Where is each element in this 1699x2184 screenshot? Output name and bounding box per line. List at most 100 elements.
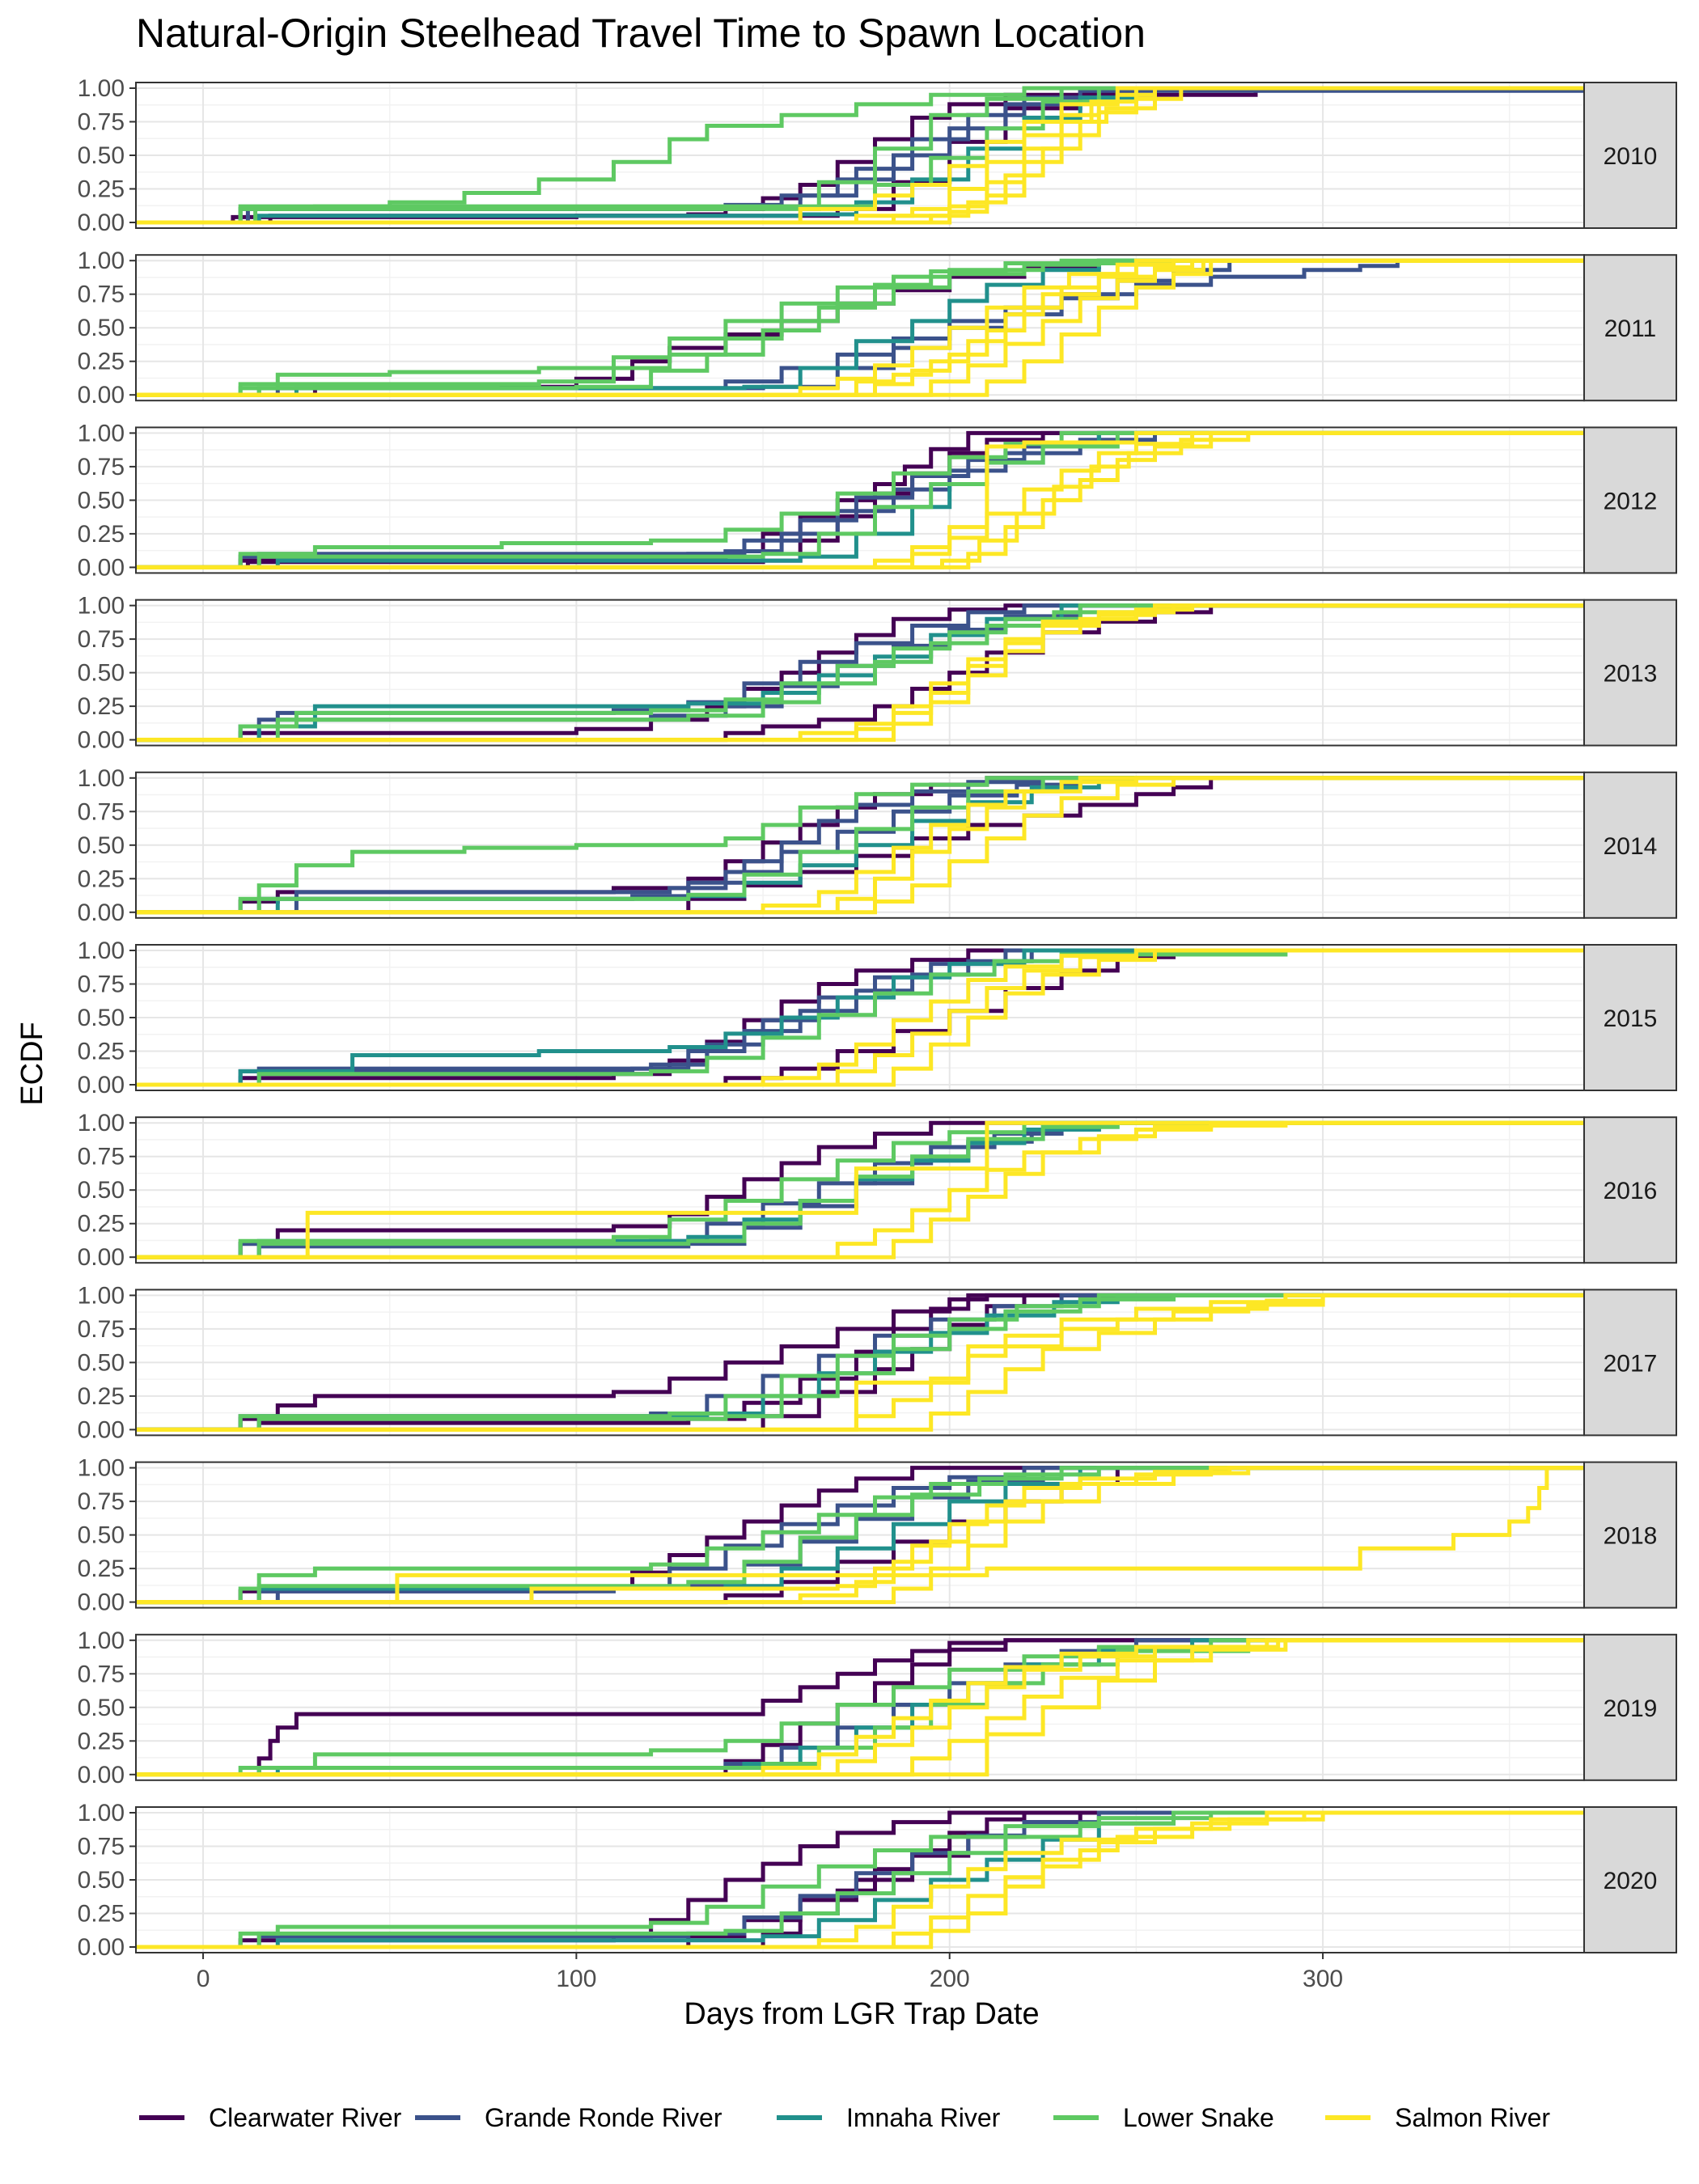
- ecdf-line-clearwater-river: [136, 1638, 1584, 1777]
- legend-label: Clearwater River: [209, 2103, 402, 2132]
- y-tick-label: 0.00: [78, 554, 125, 581]
- x-tick-label: 0: [197, 1966, 210, 1992]
- ecdf-line-salmon-river: [136, 258, 1584, 397]
- legend-item-salmon-river: Salmon River: [1325, 2103, 1550, 2132]
- y-tick-label: 0.50: [78, 1522, 125, 1549]
- y-tick-label: 0.50: [78, 142, 125, 169]
- y-tick-label: 0.00: [78, 1934, 125, 1961]
- y-tick-label: 0.00: [78, 1244, 125, 1271]
- legend-item-grande-ronde-river: Grande Ronde River: [415, 2103, 722, 2132]
- ecdf-line-lower-snake: [136, 1810, 1584, 1949]
- y-tick-label: 0.25: [78, 693, 125, 720]
- ecdf-lines: [136, 1638, 1584, 1777]
- ecdf-line-salmon-river: [136, 1638, 1584, 1777]
- ecdf-line-lower-snake: [136, 258, 1584, 397]
- facet-strip: [1583, 254, 1677, 402]
- ecdf-line-lower-snake: [136, 258, 1584, 397]
- y-tick-label: 0.25: [78, 176, 125, 203]
- ecdf-lines: [136, 86, 1584, 225]
- ecdf-lines: [136, 776, 1584, 915]
- y-tick-label: 0.50: [78, 832, 125, 859]
- y-tick-label: 0.00: [78, 210, 125, 236]
- facet-panels: 0.00 0.25 0.50 0.75 1.00 2010 0.00 0.25 0.50 0.75…: [78, 75, 1677, 1961]
- y-tick-label: 0.00: [78, 1072, 125, 1098]
- ecdf-lines: [136, 948, 1584, 1087]
- y-tick-label: 0.75: [78, 1661, 125, 1687]
- facet-strip-label: 2016: [1604, 1178, 1658, 1204]
- facet-strip: [1583, 1633, 1677, 1781]
- legend: Clearwater River Grande Ronde River Imnaha…: [139, 2103, 1550, 2132]
- facet-panel-2011: 0.00 0.25 0.50 0.75 1.00 2011: [78, 248, 1677, 408]
- x-tick-label: 200: [930, 1966, 970, 1992]
- ecdf-line-salmon-river: [136, 1293, 1584, 1432]
- y-tick-label: 0.00: [78, 727, 125, 754]
- legend-label: Imnaha River: [846, 2103, 1001, 2132]
- facet-strip: [1583, 1461, 1677, 1609]
- ecdf-line-salmon-river: [136, 948, 1584, 1087]
- y-tick-label: 0.50: [78, 487, 125, 514]
- y-axis-title: ECDF: [15, 1022, 49, 1105]
- y-tick-label: 0.50: [78, 1867, 125, 1894]
- ecdf-line-lower-snake: [136, 776, 1584, 915]
- ecdf-line-salmon-river: [136, 86, 1584, 225]
- facet-panel-2020: 0.00 0.25 0.50 0.75 1.00 2020: [78, 1800, 1677, 1961]
- y-tick-label: 0.50: [78, 315, 125, 341]
- facet-panel-2018: 0.00 0.25 0.50 0.75 1.00 2018: [78, 1455, 1677, 1616]
- y-tick-label: 0.00: [78, 1416, 125, 1443]
- legend-item-clearwater-river: Clearwater River: [139, 2103, 402, 2132]
- ecdf-lines: [136, 430, 1584, 569]
- ecdf-line-salmon-river: [136, 1293, 1584, 1432]
- ecdf-line-salmon-river: [136, 86, 1584, 225]
- ecdf-line-grande-ronde-river: [136, 948, 1584, 1087]
- ecdf-line-salmon-river: [136, 258, 1584, 397]
- ecdf-line-salmon-river: [136, 1120, 1584, 1259]
- ecdf-line-salmon-river: [136, 1120, 1584, 1259]
- y-tick-label: 1.00: [78, 1455, 125, 1482]
- ecdf-line-salmon-river: [136, 1810, 1584, 1949]
- ecdf-line-lower-snake: [136, 1120, 1584, 1259]
- y-tick-label: 0.75: [78, 798, 125, 825]
- ecdf-line-salmon-river: [136, 430, 1584, 569]
- y-tick-label: 0.25: [78, 1555, 125, 1582]
- legend-label: Lower Snake: [1123, 2103, 1274, 2132]
- ecdf-line-salmon-river: [136, 603, 1584, 743]
- y-tick-label: 0.00: [78, 899, 125, 926]
- facet-strip: [1583, 771, 1677, 919]
- facet-panel-2017: 0.00 0.25 0.50 0.75 1.00 2017: [78, 1282, 1677, 1443]
- legend-item-imnaha-river: Imnaha River: [777, 2103, 1001, 2132]
- y-tick-label: 1.00: [78, 420, 125, 447]
- ecdf-line-clearwater-river: [136, 1810, 1584, 1949]
- facet-strip-label: 2015: [1604, 1005, 1658, 1032]
- y-tick-label: 0.75: [78, 1488, 125, 1515]
- y-tick-label: 1.00: [78, 1282, 125, 1309]
- ecdf-line-lower-snake: [136, 603, 1584, 743]
- x-tick-label: 300: [1303, 1966, 1343, 1992]
- ecdf-line-lower-snake: [136, 1293, 1584, 1432]
- ecdf-lines: [136, 1120, 1584, 1259]
- facet-strip-label: 2012: [1604, 488, 1658, 514]
- y-tick-label: 0.50: [78, 1695, 125, 1721]
- y-tick-label: 0.00: [78, 1589, 125, 1616]
- facet-strip: [1583, 599, 1677, 747]
- y-tick-label: 0.75: [78, 1834, 125, 1860]
- y-tick-label: 1.00: [78, 765, 125, 792]
- ecdf-line-salmon-river: [136, 1466, 1584, 1605]
- ecdf-line-salmon-river: [136, 430, 1584, 569]
- ecdf-line-salmon-river: [136, 776, 1584, 915]
- facet-strip: [1583, 426, 1677, 574]
- ecdf-line-salmon-river: [136, 776, 1584, 915]
- facet-panel-2015: 0.00 0.25 0.50 0.75 1.00 2015: [78, 938, 1677, 1098]
- facet-strip: [1583, 82, 1677, 229]
- ecdf-line-grande-ronde-river: [136, 1466, 1584, 1605]
- y-tick-label: 1.00: [78, 248, 125, 274]
- ecdf-line-salmon-river: [136, 1466, 1584, 1605]
- ecdf-line-clearwater-river: [136, 603, 1584, 743]
- ecdf-lines: [136, 1466, 1584, 1605]
- facet-panel-2010: 0.00 0.25 0.50 0.75 1.00 2010: [78, 75, 1677, 236]
- y-tick-label: 0.25: [78, 866, 125, 892]
- y-tick-label: 0.25: [78, 1728, 125, 1754]
- y-tick-label: 0.50: [78, 1005, 125, 1031]
- y-tick-label: 0.50: [78, 1177, 125, 1204]
- y-tick-label: 0.50: [78, 660, 125, 687]
